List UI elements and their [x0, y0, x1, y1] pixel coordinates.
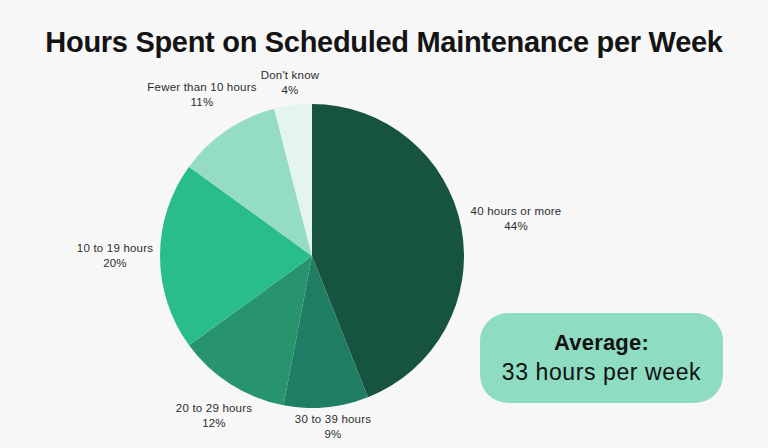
infographic-canvas: Hours Spent on Scheduled Maintenance per… [0, 0, 768, 448]
pie-label-40-hours-or-more: 40 hours or more 44% [471, 204, 562, 234]
pie-chart-svg [160, 104, 464, 408]
pie-label-percent: 11% [147, 95, 256, 110]
pie-label-text: 20 to 29 hours [176, 401, 252, 416]
pie-label-text: 40 hours or more [471, 204, 562, 219]
average-badge: Average: 33 hours per week [480, 313, 723, 403]
pie-label-text: Fewer than 10 hours [147, 80, 256, 95]
pie-label-percent: 12% [176, 416, 252, 431]
pie-label-percent: 9% [295, 427, 371, 442]
pie-label-30-to-39-hours: 30 to 39 hours 9% [295, 412, 371, 442]
pie-label-text: 30 to 39 hours [295, 412, 371, 427]
average-badge-heading: Average: [554, 330, 649, 356]
pie-label-percent: 4% [261, 83, 320, 98]
chart-title: Hours Spent on Scheduled Maintenance per… [0, 26, 768, 59]
pie-label-percent: 44% [471, 219, 562, 234]
pie-chart [160, 104, 464, 408]
pie-label-20-to-29-hours: 20 to 29 hours 12% [176, 401, 252, 431]
pie-label-text: 10 to 19 hours [77, 241, 153, 256]
pie-label-percent: 20% [77, 256, 153, 271]
average-badge-value: 33 hours per week [502, 359, 701, 386]
pie-label-text: Don't know [261, 68, 320, 83]
pie-label-fewer-than-10-hours: Fewer than 10 hours 11% [147, 80, 256, 110]
pie-label-dont-know: Don't know 4% [261, 68, 320, 98]
pie-label-10-to-19-hours: 10 to 19 hours 20% [77, 241, 153, 271]
